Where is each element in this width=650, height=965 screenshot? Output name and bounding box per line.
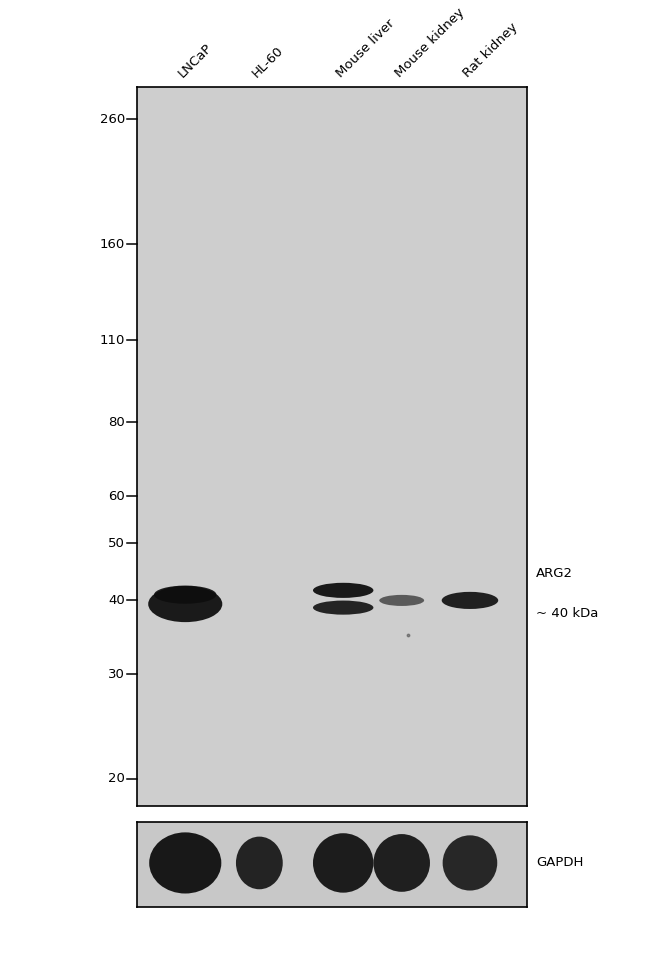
Text: 260: 260 xyxy=(99,113,125,125)
Ellipse shape xyxy=(313,583,374,598)
Text: 160: 160 xyxy=(99,237,125,251)
Text: 110: 110 xyxy=(99,334,125,347)
Ellipse shape xyxy=(154,586,216,604)
Text: Mouse kidney: Mouse kidney xyxy=(393,6,467,80)
Text: HL-60: HL-60 xyxy=(250,43,287,80)
Ellipse shape xyxy=(374,834,430,892)
Ellipse shape xyxy=(236,837,283,890)
Text: Mouse liver: Mouse liver xyxy=(334,16,397,80)
Text: 30: 30 xyxy=(108,668,125,681)
Text: GAPDH: GAPDH xyxy=(536,857,584,869)
Ellipse shape xyxy=(313,600,374,615)
Text: 60: 60 xyxy=(108,489,125,503)
Text: Rat kidney: Rat kidney xyxy=(461,20,520,80)
Ellipse shape xyxy=(380,594,424,606)
Ellipse shape xyxy=(313,833,374,893)
Ellipse shape xyxy=(148,586,222,622)
Text: 40: 40 xyxy=(108,593,125,607)
Text: ARG2: ARG2 xyxy=(536,566,573,580)
Ellipse shape xyxy=(441,592,498,609)
Text: 50: 50 xyxy=(108,537,125,550)
Text: LNCaP: LNCaP xyxy=(176,41,215,80)
Text: 20: 20 xyxy=(108,772,125,786)
Ellipse shape xyxy=(150,833,221,894)
Text: ~ 40 kDa: ~ 40 kDa xyxy=(536,607,599,620)
Text: 80: 80 xyxy=(108,416,125,428)
Ellipse shape xyxy=(443,836,497,891)
